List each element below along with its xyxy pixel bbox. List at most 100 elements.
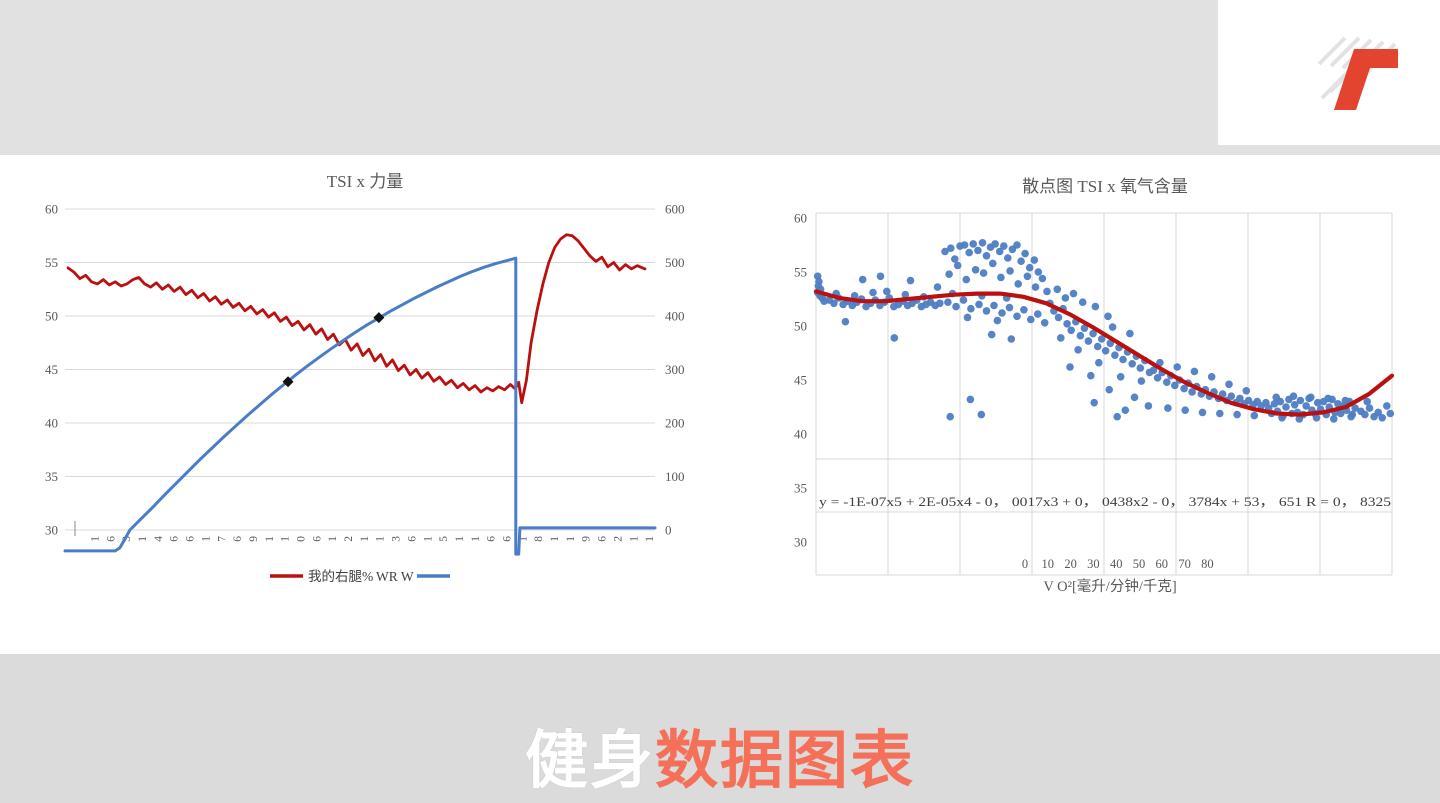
x-tick-label: 6 bbox=[169, 536, 181, 542]
scatter-point bbox=[1363, 397, 1371, 406]
x-tick-label: 6 bbox=[501, 536, 513, 542]
scatter-point bbox=[982, 252, 991, 260]
scatter-point bbox=[1040, 319, 1049, 327]
scatter-point bbox=[1136, 364, 1145, 372]
gridlines bbox=[65, 208, 655, 531]
scatter-point bbox=[1084, 337, 1093, 345]
diamond-marker bbox=[282, 376, 294, 388]
scatter-chart-tsi-oxygen: 散点图 TSI x 氧气含量 60 55 50 45 40 35 30 y = -1E-07… bbox=[794, 177, 1395, 595]
scatter-point bbox=[1038, 274, 1047, 283]
scatter-point bbox=[1111, 351, 1119, 359]
x-tick-label: 6 bbox=[406, 536, 418, 542]
x-tick-label: 1 bbox=[359, 536, 371, 542]
scatter-point bbox=[982, 307, 991, 315]
x-tick-label: 50 bbox=[1133, 557, 1146, 571]
data-series bbox=[63, 233, 657, 556]
series-line-red bbox=[66, 233, 647, 405]
x-tick-label: 8 bbox=[533, 536, 545, 542]
scatter-point bbox=[959, 296, 968, 304]
x-tick-label: 30 bbox=[1087, 557, 1100, 571]
scatter-point bbox=[1074, 346, 1082, 354]
x-tick-label: 6 bbox=[597, 536, 609, 542]
x-tick-label: 1 bbox=[422, 536, 434, 542]
diamond-marker bbox=[373, 312, 385, 324]
scatter-point bbox=[1013, 312, 1021, 321]
scatter-point bbox=[1188, 388, 1196, 396]
y-left-tick-label: 40 bbox=[45, 416, 58, 431]
y-axis-right-tick-labels: 600 500 400 300 200 100 0 bbox=[665, 202, 685, 538]
y-left-tick-label: 35 bbox=[45, 469, 58, 484]
y-tick-label: 60 bbox=[794, 211, 807, 226]
x-tick-label: 10 bbox=[1042, 557, 1055, 571]
x-tick-label: 1 bbox=[517, 536, 529, 542]
scatter-point bbox=[1324, 394, 1332, 403]
scatter-point bbox=[1105, 385, 1113, 394]
scatter-point bbox=[1104, 312, 1112, 321]
gridlines bbox=[815, 212, 1393, 576]
x-tick-label: 7 bbox=[216, 536, 228, 542]
x-tick-label: 6 bbox=[232, 536, 244, 542]
scatter-point bbox=[1043, 287, 1051, 296]
x-tick-label: 1 bbox=[454, 536, 466, 542]
scatter-point bbox=[1121, 406, 1130, 414]
scatter-point bbox=[987, 330, 996, 339]
scatter-point bbox=[1225, 380, 1233, 389]
y-tick-label: 45 bbox=[794, 373, 807, 388]
scatter-point bbox=[1014, 280, 1022, 288]
y-left-tick-label: 60 bbox=[45, 202, 58, 217]
y-right-tick-label: 200 bbox=[665, 416, 685, 431]
scatter-point bbox=[1005, 303, 1014, 312]
scatter-point bbox=[1113, 412, 1121, 421]
scatter-point bbox=[1190, 367, 1199, 376]
scatter-point bbox=[979, 269, 988, 277]
y-right-tick-label: 100 bbox=[665, 469, 685, 484]
y-right-tick-label: 400 bbox=[665, 309, 685, 324]
scatter-point bbox=[933, 283, 942, 291]
logo-panel bbox=[1218, 0, 1440, 145]
scatter-point bbox=[1227, 392, 1236, 400]
scatter-point bbox=[965, 248, 973, 257]
scatter-point bbox=[1067, 326, 1075, 335]
footer-title-part1: 健身 bbox=[525, 726, 655, 796]
x-tick-label: 1 bbox=[565, 536, 577, 542]
series-line-blue bbox=[63, 256, 657, 556]
scatter-point bbox=[1330, 415, 1338, 423]
x-axis-tick-labels: 0 10 20 30 40 50 60 70 80 bbox=[1022, 557, 1214, 571]
scatter-point bbox=[1233, 410, 1241, 419]
scatter-point bbox=[1066, 363, 1074, 371]
scatter-point bbox=[1289, 392, 1298, 400]
scatter-point bbox=[1078, 298, 1087, 306]
trendline-equation: y = -1E-07x5 + 2E-05x4 - 0， 0017x3 + 0， … bbox=[819, 494, 1391, 509]
scatter-point bbox=[1000, 242, 1008, 250]
scatter-point bbox=[1341, 396, 1350, 405]
scatter-point bbox=[1063, 320, 1071, 328]
scatter-point bbox=[962, 275, 971, 284]
scatter-point bbox=[876, 272, 885, 281]
scatter-point bbox=[883, 287, 891, 296]
chart-title: 散点图 TSI x 氧气含量 bbox=[1022, 177, 1188, 196]
scatter-point bbox=[1270, 400, 1279, 408]
scatter-point bbox=[1173, 363, 1181, 371]
scatter-point bbox=[1126, 329, 1134, 338]
scatter-point bbox=[936, 299, 944, 308]
scatter-point bbox=[941, 247, 949, 256]
y-right-tick-label: 300 bbox=[665, 362, 685, 377]
scatter-point bbox=[998, 309, 1006, 317]
x-tick-label: 6 bbox=[105, 536, 117, 542]
scatter-point bbox=[1017, 257, 1025, 265]
scatter-point bbox=[869, 288, 877, 297]
x-tick-label: 40 bbox=[1110, 557, 1123, 571]
y-left-tick-label: 30 bbox=[45, 523, 58, 538]
scatter-point bbox=[1069, 289, 1078, 298]
scatter-points bbox=[813, 239, 1395, 423]
scatter-point bbox=[1163, 378, 1171, 386]
x-tick-label: 1 bbox=[644, 536, 656, 542]
scatter-point bbox=[1218, 390, 1227, 398]
footer-title-part2: 数据图表 bbox=[655, 726, 915, 796]
scatter-point bbox=[1130, 393, 1139, 402]
scatter-point bbox=[1080, 324, 1089, 332]
scatter-point bbox=[1034, 268, 1043, 276]
x-tick-label: 80 bbox=[1201, 557, 1214, 571]
scatter-point bbox=[1144, 402, 1153, 410]
